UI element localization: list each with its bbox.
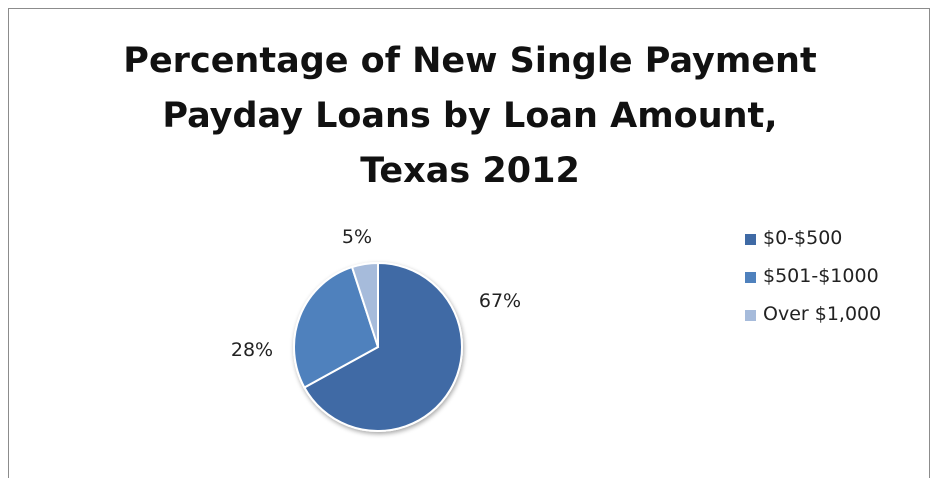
- pie-slices: [293, 261, 463, 432]
- chart-title-line-3: Texas 2012: [360, 151, 580, 191]
- slice-501-1000: [293, 265, 380, 389]
- chart-title: Percentage of New Single Payment Payday …: [0, 34, 933, 199]
- data-label-0-500: 67%: [479, 290, 521, 312]
- legend-label-501-1000: $501-$1000: [763, 265, 879, 287]
- chart-title-line-2: Payday Loans by Loan Amount,: [162, 96, 778, 136]
- chart-title-line-1: Percentage of New Single Payment: [123, 41, 817, 81]
- slice-over-1000: [350, 261, 379, 348]
- slice-0-500: [303, 261, 463, 432]
- data-label-over-1000: 5%: [342, 226, 372, 248]
- data-label-501-1000: 28%: [231, 339, 273, 361]
- chart-frame: [8, 8, 930, 478]
- legend-swatch-501-1000: [745, 272, 756, 283]
- legend-swatch-0-500: [745, 234, 756, 245]
- legend-swatch-over-1000: [745, 310, 756, 321]
- legend-label-0-500: $0-$500: [763, 227, 843, 249]
- legend-label-over-1000: Over $1,000: [763, 303, 882, 325]
